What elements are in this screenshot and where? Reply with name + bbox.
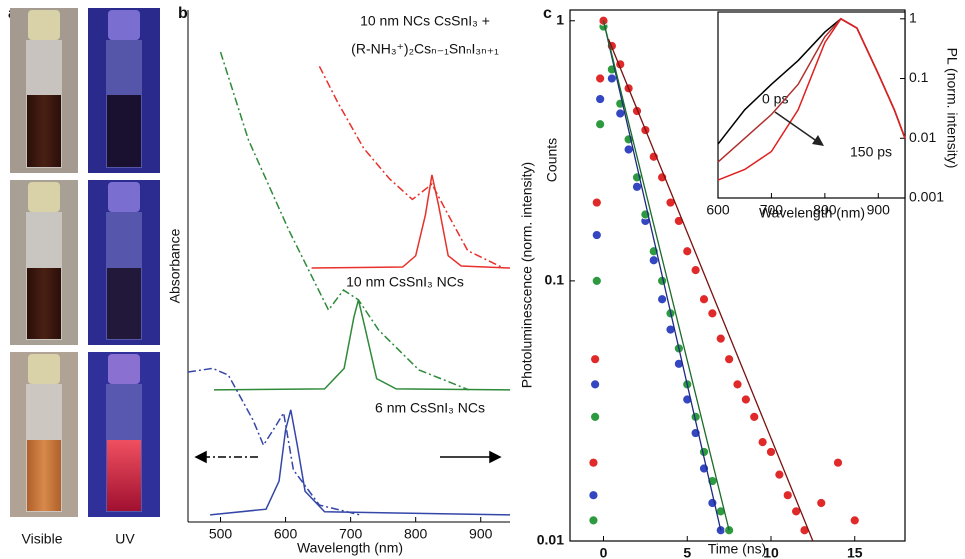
x-tick-label: 0 bbox=[600, 545, 608, 559]
plot-frame bbox=[717, 11, 906, 199]
annotation: 10 nm CsSnI₃ NCs bbox=[346, 274, 464, 290]
data-point bbox=[833, 457, 843, 468]
data-line bbox=[219, 51, 470, 391]
data-point bbox=[595, 73, 606, 84]
y-axis-title: Absorbance bbox=[167, 228, 183, 303]
data-point bbox=[749, 411, 760, 422]
data-point bbox=[591, 275, 602, 286]
x-tick-label: 800 bbox=[813, 202, 837, 218]
y-tick-label: 0.1 bbox=[909, 69, 929, 85]
x-axis-title: Wavelength (nm) bbox=[297, 540, 403, 556]
data-point bbox=[707, 308, 718, 319]
data-point bbox=[816, 498, 827, 508]
x-tick-label: 600 bbox=[706, 202, 730, 218]
annotation-arrow bbox=[774, 111, 819, 143]
data-point bbox=[715, 333, 726, 344]
x-tick-label: 5 bbox=[683, 545, 691, 559]
annotation: 6 nm CsSnI₃ NCs bbox=[375, 400, 485, 416]
x-axis-title: Wavelength (nm) bbox=[759, 205, 865, 221]
x-tick-label: 700 bbox=[339, 526, 363, 542]
series-label: 150 ps bbox=[850, 144, 892, 160]
x-tick-label: 600 bbox=[274, 526, 298, 542]
data-point bbox=[757, 437, 768, 448]
data-point bbox=[648, 255, 659, 266]
data-line bbox=[311, 174, 511, 269]
data-point bbox=[591, 230, 602, 240]
data-point bbox=[606, 73, 617, 84]
y-tick-label: 0.01 bbox=[537, 532, 564, 548]
photos bbox=[10, 8, 160, 517]
y-axis-title: Counts bbox=[544, 138, 560, 182]
data-point bbox=[615, 108, 626, 119]
data-point bbox=[590, 379, 601, 390]
fit-line bbox=[602, 20, 730, 531]
y-tick-label: 0.1 bbox=[545, 272, 565, 288]
annotation-arrow-head bbox=[812, 135, 824, 146]
annotation: (R-NH₃⁺)₂Csₙ₋₁SnₙI₃ₙ₊₁ bbox=[351, 41, 499, 57]
x-tick-label: 800 bbox=[404, 526, 428, 542]
x-axis-title: Time (ns) bbox=[708, 541, 767, 557]
data-point bbox=[782, 490, 793, 501]
data-point bbox=[682, 246, 693, 257]
y-tick-label: 0.001 bbox=[909, 189, 944, 205]
data-point bbox=[657, 294, 668, 305]
data-point bbox=[595, 94, 606, 104]
panel-label: c bbox=[543, 5, 552, 22]
panel-label: b bbox=[178, 5, 188, 22]
x-tick-label: 700 bbox=[760, 202, 784, 218]
data-point bbox=[588, 515, 599, 526]
data-line bbox=[717, 17, 906, 181]
x-tick-label: 900 bbox=[867, 202, 891, 218]
y-axis-title: Photoluminescence (norm. intensity) bbox=[519, 162, 535, 388]
data-point bbox=[588, 490, 599, 501]
data-point bbox=[632, 181, 642, 192]
annotation: 10 nm NCs CsSnI₃ + bbox=[360, 13, 490, 29]
photo-caption: UV bbox=[115, 531, 135, 547]
data-point bbox=[590, 354, 601, 365]
y-tick-label: 0.01 bbox=[909, 129, 936, 145]
x-tick-label: 15 bbox=[847, 545, 863, 559]
data-point bbox=[591, 197, 602, 208]
data-line bbox=[318, 65, 504, 269]
data-point bbox=[766, 447, 776, 457]
y-tick-label: 1 bbox=[909, 10, 917, 26]
photo-caption: Visible bbox=[22, 531, 63, 547]
data-point bbox=[740, 394, 751, 405]
data-point bbox=[595, 119, 606, 130]
fit-line bbox=[602, 20, 722, 531]
data-point bbox=[732, 379, 743, 390]
data-point bbox=[673, 358, 684, 369]
data-point bbox=[590, 411, 601, 422]
y-tick-label: 1 bbox=[556, 11, 564, 27]
data-line bbox=[187, 367, 360, 516]
data-line bbox=[214, 299, 511, 391]
data-point bbox=[588, 457, 599, 468]
data-point bbox=[699, 294, 709, 305]
data-line bbox=[210, 409, 511, 516]
x-tick-label: 10 bbox=[763, 545, 779, 559]
data-point bbox=[724, 354, 735, 365]
data-point bbox=[774, 469, 785, 480]
fit-line bbox=[607, 38, 814, 542]
x-tick-label: 900 bbox=[469, 526, 493, 542]
direction-arrows bbox=[194, 450, 502, 464]
data-point bbox=[690, 265, 701, 276]
y-axis-title: PL (norm. intensity) bbox=[944, 48, 960, 169]
data-point bbox=[849, 515, 860, 526]
x-tick-label: 500 bbox=[209, 526, 233, 542]
